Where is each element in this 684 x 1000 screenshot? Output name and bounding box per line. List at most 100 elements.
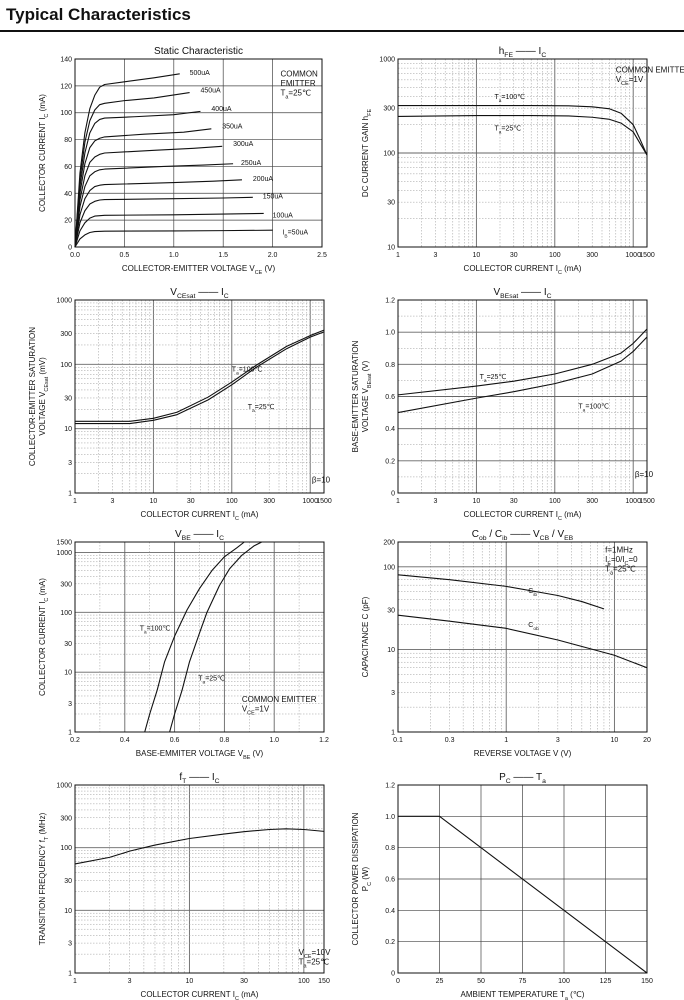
y-tick-label: 30 <box>387 608 395 615</box>
x-tick-label: 1500 <box>316 498 332 505</box>
series-line <box>75 829 324 864</box>
series-line <box>398 106 647 156</box>
x-tick-label: 30 <box>187 498 195 505</box>
chart-annotation: β=10 <box>312 476 331 485</box>
y-tick-label: 1.0 <box>385 814 395 821</box>
y-tick-label: 0.4 <box>385 426 395 433</box>
y-tick-label: 1 <box>68 491 72 498</box>
series-label: 450uA <box>200 87 221 94</box>
y-tick-label: 1.2 <box>385 298 395 305</box>
x-tick-label: 75 <box>519 978 527 985</box>
y-axis-label: COLLECTOR-EMITTER SATURATION <box>28 327 37 466</box>
y-tick-label: 40 <box>64 191 72 198</box>
y-axis-label: PC​ (W) <box>361 866 373 891</box>
series-label: 300uA <box>233 141 254 148</box>
series-label: Ta​=25℃ <box>494 125 521 135</box>
y-tick-label: 100 <box>60 845 72 852</box>
x-tick-label: 10 <box>186 978 194 985</box>
x-tick-label: 10 <box>472 498 480 505</box>
y-tick-label: 0.6 <box>385 394 395 401</box>
gridlines <box>75 300 324 493</box>
x-tick-label: 1.0 <box>269 737 279 744</box>
y-tick-label: 0.2 <box>385 458 395 465</box>
series-label: 200uA <box>253 176 274 183</box>
x-tick-label: 1 <box>504 737 508 744</box>
chart-annotation: Ta​=25℃ <box>299 957 329 969</box>
chart-annotation: f=1MHz <box>605 545 633 554</box>
chart-title: VCEsat​ —— IC​ <box>170 287 229 300</box>
x-tick-label: 3 <box>128 978 132 985</box>
series-label: Ta​=25℃ <box>248 404 275 414</box>
x-tick-label: 0.1 <box>393 737 403 744</box>
plot-frame <box>75 785 324 973</box>
x-tick-label: 100 <box>558 978 570 985</box>
y-tick-label: 1000 <box>56 550 72 557</box>
x-axis-label: COLLECTOR CURRENT IC​ (mA) <box>464 510 582 522</box>
series-label: 150uA <box>263 193 284 200</box>
series-label: IB​=50uA <box>282 230 308 240</box>
y-tick-label: 80 <box>64 137 72 144</box>
y-tick-label: 3 <box>68 941 72 948</box>
chart-hfe: 1310301003001000150010301003001000hFE​ —… <box>361 46 684 276</box>
series-label: Ta​=25℃ <box>198 675 225 685</box>
y-tick-label: 300 <box>60 331 72 338</box>
series-label: Ta​=100℃ <box>494 94 525 104</box>
x-tick-label: 3 <box>556 737 560 744</box>
chart-title: fT​ —— IC​ <box>179 772 219 785</box>
series-label: 100uA <box>273 212 294 219</box>
series-line <box>75 180 242 247</box>
x-tick-label: 150 <box>318 978 330 985</box>
series-label: 250uA <box>241 160 262 167</box>
x-tick-label: 3 <box>110 498 114 505</box>
x-tick-label: 25 <box>436 978 444 985</box>
x-axis-label: AMBIENT TEMPERATURE Ta​ (℃) <box>461 990 585 1000</box>
y-tick-label: 200 <box>383 540 395 547</box>
y-tick-label: 1000 <box>56 298 72 305</box>
x-tick-label: 100 <box>298 978 310 985</box>
chart-cap: 0.10.3131020131030100200Cob​ / Cib​ —— V… <box>361 529 651 758</box>
chart-static: 0.0 0.5 1.0 1.5 2.0 2.5 0 20 40 60 80 100 120 140 Stat… <box>38 46 327 276</box>
chart-annotation: VCE​=1V <box>616 75 644 87</box>
x-tick-label: 10 <box>149 498 157 505</box>
y-tick-label: 10 <box>64 908 72 915</box>
x-tick-label: 1.5 <box>218 252 228 259</box>
y-tick-label: 1000 <box>56 783 72 790</box>
x-tick-label: 1.0 <box>169 252 179 259</box>
y-tick-label: 10 <box>64 670 72 677</box>
series-label: 350uA <box>222 124 243 131</box>
y-tick-label: 100 <box>60 110 72 117</box>
x-axis-label: COLLECTOR CURRENT IC​ (mA) <box>141 510 259 522</box>
x-tick-label: 1500 <box>639 498 655 505</box>
chart-vcesat: 1 3 10 30 100 300 100015001310301003001000VCEs… <box>28 287 332 522</box>
x-tick-label: 100 <box>549 498 561 505</box>
x-axis-label: REVERSE VOLTAGE V (V) <box>474 749 572 758</box>
x-tick-label: 20 <box>643 737 651 744</box>
chart-annotation: Ta​=25℃ <box>281 88 311 100</box>
y-tick-label: 1500 <box>56 540 72 547</box>
chart-annotation: COMMON EMITTER <box>242 695 317 704</box>
y-tick-label: 100 <box>383 564 395 571</box>
chart-ft: 1 3 10 30 100 150 1 3 10 30 100 300 1000 fT​ —— IC​ CO… <box>38 772 331 1000</box>
y-tick-label: 100 <box>60 362 72 369</box>
y-tick-label: 1 <box>68 971 72 978</box>
x-tick-label: 300 <box>586 252 598 259</box>
gridlines <box>398 300 647 493</box>
x-tick-label: 1 <box>73 978 77 985</box>
chart-annotation: COMMON EMITTER <box>616 65 684 74</box>
series-label: Ta​=100℃ <box>578 404 609 414</box>
chart-title: Static Characteristic <box>154 46 243 57</box>
x-axis-label: COLLECTOR CURRENT IC​ (mA) <box>141 990 259 1000</box>
x-tick-label: 100 <box>226 498 238 505</box>
x-tick-label: 0.3 <box>445 737 455 744</box>
y-tick-label: 300 <box>60 815 72 822</box>
x-tick-label: 1.2 <box>319 737 329 744</box>
y-axis-label: DC CURRENT GAIN hFE​ <box>361 109 373 198</box>
chart-title: VBEsat​ —— IC​ <box>493 287 551 300</box>
y-tick-label: 100 <box>60 610 72 617</box>
y-axis-label: COLLECTOR CURRENT IC​ (mA) <box>38 94 50 212</box>
x-tick-label: 2.5 <box>317 252 327 259</box>
y-tick-label: 0.8 <box>385 845 395 852</box>
y-tick-label: 10 <box>387 245 395 252</box>
series-line <box>75 93 190 247</box>
